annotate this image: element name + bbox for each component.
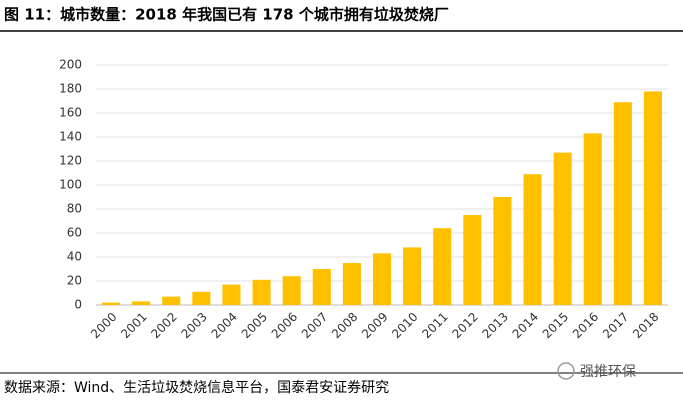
- bar: [553, 152, 572, 305]
- x-tick-label: 2003: [178, 310, 209, 341]
- bar: [252, 279, 271, 305]
- bar: [433, 228, 452, 305]
- watermark-icon: [557, 362, 575, 380]
- bar: [132, 301, 151, 305]
- x-tick-label: 2011: [419, 310, 450, 341]
- x-tick-label: 2018: [630, 310, 661, 341]
- x-tick-label: 2016: [570, 310, 601, 341]
- x-tick-label: 2014: [510, 310, 541, 341]
- bar: [282, 276, 301, 305]
- x-tick-label: 2012: [449, 310, 480, 341]
- x-tick-label: 2015: [540, 310, 571, 341]
- x-tick-label: 2000: [88, 310, 119, 341]
- bar: [523, 174, 542, 305]
- x-tick-label: 2009: [359, 310, 390, 341]
- x-tick-label: 2007: [299, 310, 330, 341]
- y-tick-label: 160: [59, 106, 82, 120]
- y-tick-label: 60: [67, 226, 82, 240]
- x-tick-label: 2008: [329, 310, 360, 341]
- y-tick-label: 80: [67, 202, 82, 216]
- bar: [463, 215, 482, 305]
- bar: [583, 133, 602, 305]
- y-tick-label: 0: [74, 298, 82, 312]
- watermark: 强推环保: [580, 364, 636, 380]
- chart-title: 图 11：城市数量：2018 年我国已有 178 个城市拥有垃圾焚烧厂: [4, 6, 449, 24]
- bar: [372, 253, 392, 305]
- y-tick-label: 40: [67, 250, 82, 264]
- x-tick-label: 2010: [389, 310, 420, 341]
- x-tick-label: 2002: [148, 310, 179, 341]
- bar: [643, 91, 662, 306]
- y-tick-label: 100: [59, 178, 82, 192]
- bar: [342, 263, 361, 305]
- x-tick-label: 2001: [118, 310, 149, 341]
- x-tick-label: 2006: [269, 310, 300, 341]
- x-tick-label: 2004: [209, 310, 240, 341]
- y-tick-label: 140: [59, 130, 82, 144]
- y-tick-label: 200: [59, 58, 82, 72]
- bar: [403, 247, 422, 305]
- bar: [102, 302, 121, 305]
- bar: [222, 284, 241, 305]
- y-tick-label: 20: [67, 274, 82, 288]
- y-tick-label: 120: [59, 154, 82, 168]
- source-note: 数据来源：Wind、生活垃圾焚烧信息平台，国泰君安证券研究: [4, 379, 389, 396]
- x-tick-label: 2005: [239, 310, 270, 341]
- bar: [192, 291, 211, 305]
- x-tick-label: 2013: [480, 310, 511, 341]
- bar: [312, 269, 331, 305]
- x-tick-label: 2017: [600, 310, 631, 341]
- bar: [613, 102, 632, 305]
- bar: [162, 296, 181, 305]
- bar: [493, 197, 512, 305]
- y-tick-label: 180: [59, 82, 82, 96]
